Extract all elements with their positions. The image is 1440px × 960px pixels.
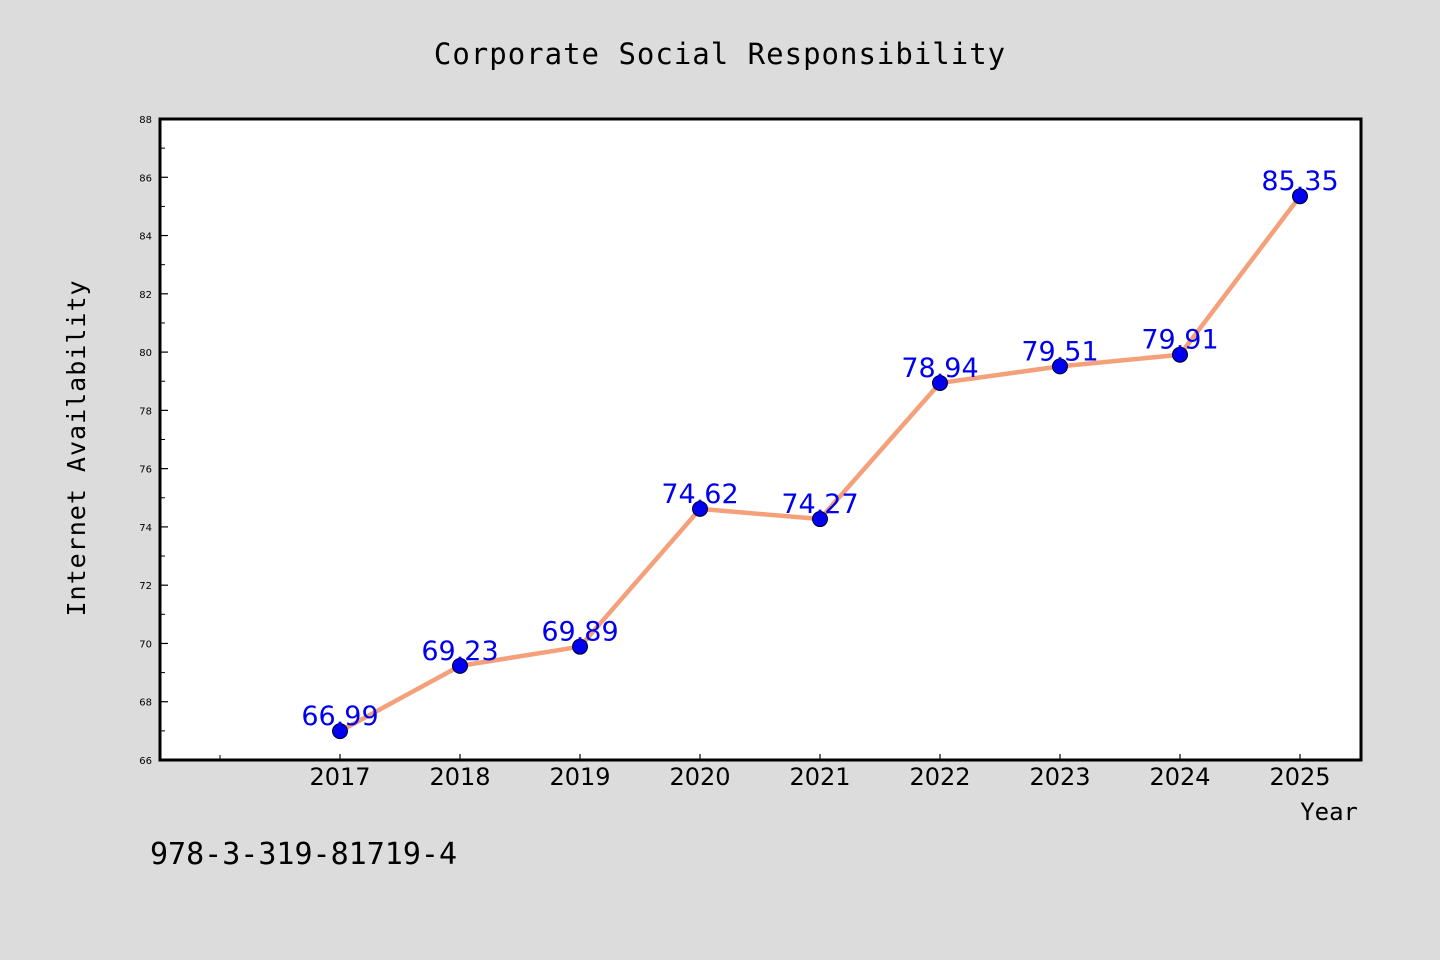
- data-point-marker: [1172, 346, 1188, 363]
- data-label: 85.35: [1261, 166, 1338, 197]
- data-label: 74.62: [661, 479, 738, 510]
- x-tick-label: 2021: [789, 763, 850, 791]
- y-tick-label: 84: [139, 232, 152, 243]
- y-tick-label: 74: [139, 523, 152, 534]
- series-markers: [332, 188, 1308, 740]
- x-tick-label: 2020: [669, 763, 730, 791]
- y-tick-label: 78: [139, 406, 152, 417]
- x-tick-label: 2019: [549, 763, 610, 791]
- x-axis-label: Year: [1300, 798, 1358, 826]
- data-label: 69.89: [541, 617, 618, 648]
- data-label: 79.91: [1141, 325, 1218, 356]
- x-tick-label: 2017: [309, 763, 370, 791]
- x-axis-ticks: 2017 2018 2019 2020 2021 2022 2023 2024 2025: [219, 754, 1331, 791]
- x-tick-label: 2018: [429, 763, 490, 791]
- data-label: 66.99: [301, 701, 378, 732]
- y-tick-label: 80: [139, 348, 152, 359]
- y-tick-label: 70: [139, 639, 152, 650]
- x-tick-label: 2022: [909, 763, 970, 791]
- data-label: 79.51: [1021, 336, 1098, 367]
- y-tick-label: 86: [139, 173, 152, 184]
- y-tick-label: 72: [139, 581, 152, 592]
- y-tick-label: 76: [139, 465, 152, 476]
- y-tick-label: 68: [139, 698, 152, 709]
- data-label: 74.27: [781, 489, 858, 520]
- y-tick-label: 88: [139, 115, 152, 126]
- y-tick-label: 82: [139, 290, 152, 301]
- data-labels: 66.99 69.23 69.89 74.62 74.27 78.94 79.51 79.91…: [301, 166, 1338, 732]
- y-axis-label: Internet Availability: [62, 279, 91, 616]
- data-point-marker: [932, 374, 948, 391]
- data-point-marker: [812, 511, 828, 528]
- x-tick-label: 2025: [1269, 763, 1330, 791]
- x-tick-label: 2024: [1149, 763, 1210, 791]
- y-tick-label: 66: [139, 756, 152, 767]
- data-point-marker: [692, 500, 708, 517]
- plot-frame: [158, 117, 1363, 762]
- data-point-marker: [332, 723, 348, 740]
- isbn-annotation: 978-3-319-81719-4: [150, 837, 457, 872]
- x-tick-label: 2023: [1029, 763, 1090, 791]
- data-point-marker: [452, 657, 468, 674]
- data-label: 69.23: [421, 636, 498, 667]
- data-point-marker: [1292, 188, 1308, 205]
- data-point-marker: [572, 638, 588, 655]
- plot-area: [160, 119, 1361, 760]
- data-label: 78.94: [901, 353, 978, 384]
- chart-title: Corporate Social Responsibility: [434, 37, 1006, 71]
- data-point-marker: [1052, 358, 1068, 375]
